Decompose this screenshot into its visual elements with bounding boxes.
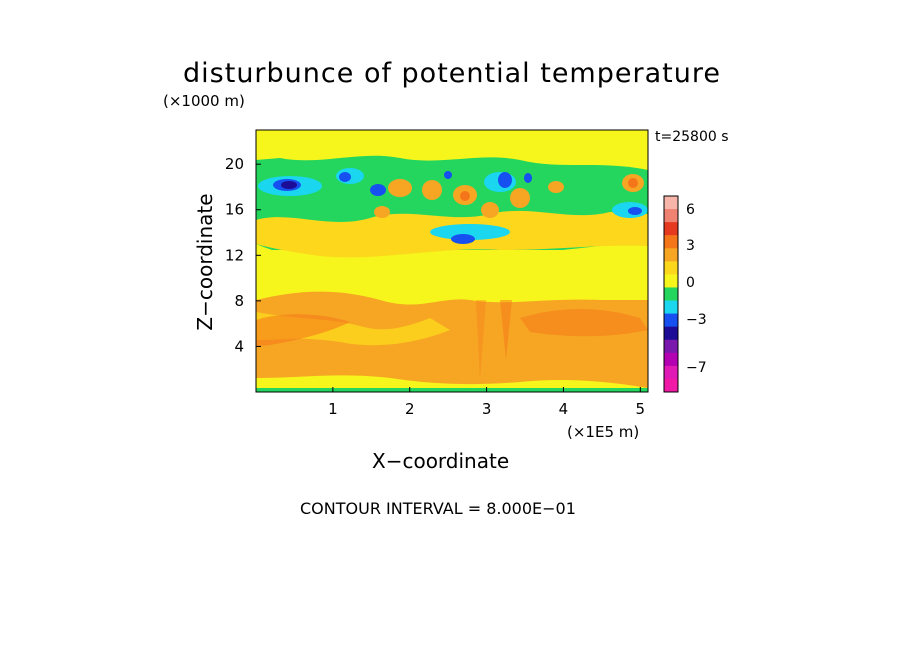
field-blue-patch — [339, 172, 351, 182]
colorbar-tick-label: 3 — [686, 238, 695, 254]
x-tick-label: 1 — [328, 400, 338, 418]
colorbar-swatch — [664, 339, 678, 354]
chart-title: disturbunce of potential temperature — [183, 58, 721, 89]
colorbar-tick-label: −3 — [686, 312, 707, 328]
field-blue-patch — [451, 234, 475, 244]
colorbar-frame — [663, 195, 679, 393]
x-tick-group: 1 2 3 4 5 — [328, 387, 645, 418]
field-cyan-patch — [430, 224, 510, 240]
colorbar-swatch — [664, 274, 678, 288]
colorbar-tick-label: 6 — [686, 202, 695, 218]
colorbar-swatch — [664, 352, 678, 367]
colorbar-swatch — [664, 326, 678, 341]
x-tick-label: 2 — [405, 400, 415, 418]
colorbar-swatch — [664, 365, 678, 380]
field-streak — [500, 300, 512, 360]
field-blue-patch — [498, 172, 512, 188]
x-tick-label: 3 — [482, 400, 492, 418]
colorbar-swatch — [664, 378, 678, 393]
field-orange-patch — [374, 206, 390, 218]
field-blue-patch — [370, 184, 386, 196]
y-tick-label: 8 — [234, 292, 244, 310]
field-orange-patch — [388, 179, 412, 197]
field-red-patch — [628, 178, 638, 188]
x-tick-label: 5 — [636, 400, 646, 418]
y-tick-label: 12 — [225, 246, 244, 264]
x-axis-label: X−coordinate — [372, 449, 510, 473]
y-tick-group: 4 8 12 16 20 — [225, 155, 261, 355]
field-blue-patch — [628, 207, 642, 215]
colorbar-swatch — [664, 235, 678, 249]
colorbar-swatch — [664, 300, 678, 315]
field-orange-patch — [422, 180, 442, 200]
colorbar-swatch — [664, 222, 678, 236]
time-label: t=25800 s — [655, 129, 729, 145]
y-tick-label: 4 — [234, 337, 244, 355]
x-tick-label: 4 — [559, 400, 569, 418]
field-blue-patch — [524, 173, 532, 183]
y-tick-label: 16 — [225, 201, 244, 219]
colorbar-swatch — [664, 209, 678, 223]
y-axis-multiplier: (×1000 m) — [163, 92, 245, 110]
contour-field — [256, 130, 648, 392]
field-orange-core-right — [520, 309, 648, 337]
field-orange-patch — [481, 202, 499, 218]
colorbar-swatch — [664, 261, 678, 275]
colorbar-swatch — [664, 196, 678, 210]
field-orange-layer — [256, 291, 648, 388]
field-orange-patch — [510, 188, 530, 208]
colorbar-swatch — [664, 287, 678, 302]
colorbar-swatch — [664, 313, 678, 328]
field-blue-patch — [444, 171, 452, 179]
field-surface-band — [256, 388, 648, 392]
field-yellow-transition — [256, 242, 648, 298]
field-red-patch — [460, 191, 470, 201]
field-streak — [476, 300, 486, 380]
y-tick-label: 20 — [225, 155, 244, 173]
contour-interval-label: CONTOUR INTERVAL = 8.000E−01 — [300, 499, 576, 518]
colorbar-swatch — [664, 248, 678, 262]
colorbar-tick-label: 0 — [686, 275, 695, 291]
field-orange-core-left — [256, 314, 350, 346]
field-orange-patch — [548, 181, 564, 193]
field-yellow-patch-1 — [256, 130, 648, 170]
field-dark-blue-patch — [281, 181, 297, 189]
plot-frame — [255, 129, 649, 393]
colorbar: 6 3 0 −3 −7 — [663, 195, 707, 393]
x-axis-multiplier: (×1E5 m) — [567, 423, 640, 441]
colorbar-tick-label: −7 — [686, 360, 707, 376]
